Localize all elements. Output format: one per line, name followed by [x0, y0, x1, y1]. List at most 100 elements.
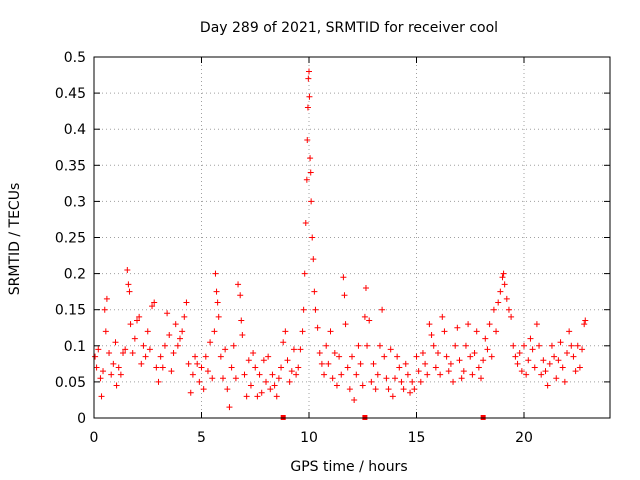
data-point: [204, 368, 211, 375]
data-point: [521, 342, 527, 349]
data-point: [450, 378, 457, 385]
data-point: [495, 299, 502, 306]
data-point: [536, 342, 543, 349]
data-point: [398, 378, 405, 385]
data-point: [122, 346, 129, 353]
data-point: [153, 364, 160, 371]
data-point: [144, 328, 151, 335]
data-point: [260, 357, 267, 364]
data-point: [151, 299, 158, 306]
data-point: [413, 353, 420, 360]
data-point: [256, 371, 263, 378]
data-point: [129, 350, 136, 357]
plot-frame: [93, 56, 611, 419]
data-point: [447, 360, 454, 367]
data-point: [300, 306, 307, 313]
y-tick-label: 0.05: [55, 375, 86, 391]
data-point: [102, 328, 109, 335]
data-point: [557, 339, 564, 346]
data-point: [323, 342, 330, 349]
data-point: [299, 328, 306, 335]
data-point: [372, 386, 379, 393]
data-point: [548, 342, 555, 349]
data-point: [305, 75, 312, 82]
data-point: [396, 364, 403, 371]
data-point: [247, 382, 254, 389]
data-point: [278, 364, 285, 371]
data-point: [316, 350, 323, 357]
data-point: [304, 104, 311, 111]
data-point: [366, 317, 373, 324]
data-point: [426, 321, 433, 328]
data-point: [295, 364, 302, 371]
data-point: [576, 364, 583, 371]
data-point: [553, 375, 560, 382]
data-point: [355, 342, 362, 349]
data-point: [112, 339, 119, 346]
data-point: [275, 375, 282, 382]
data-point: [207, 339, 214, 346]
data-point: [400, 386, 407, 393]
data-point: [321, 371, 328, 378]
data-point: [138, 360, 145, 367]
data-point: [168, 368, 175, 375]
data-point: [422, 360, 429, 367]
data-point: [325, 360, 332, 367]
data-point: [95, 346, 102, 353]
data-point: [304, 137, 311, 144]
data-point: [435, 350, 441, 357]
data-point: [331, 350, 338, 357]
data-point: [282, 328, 289, 335]
data-point: [301, 270, 308, 277]
data-point: [407, 389, 414, 396]
data-point: [174, 342, 181, 349]
data-point: [546, 360, 553, 367]
data-point: [149, 303, 156, 310]
data-point: [460, 368, 467, 375]
y-tick-label: 0.25: [55, 231, 86, 247]
data-point: [93, 364, 100, 371]
data-point: [241, 371, 248, 378]
chart-title: Day 289 of 2021, SRMTID for receiver coo…: [200, 20, 498, 36]
data-point: [209, 375, 216, 382]
data-point: [467, 353, 474, 360]
data-point: [213, 288, 220, 295]
data-point: [499, 274, 506, 281]
data-point: [110, 360, 117, 367]
data-point: [402, 360, 409, 367]
data-point: [179, 328, 186, 335]
y-tick-label: 0: [77, 411, 86, 427]
data-point: [364, 342, 371, 349]
data-point: [566, 328, 573, 335]
data-point: [559, 364, 566, 371]
data-point: [404, 371, 411, 378]
data-point: [164, 310, 171, 317]
data-point: [134, 317, 140, 324]
y-tick-label: 0.3: [64, 194, 86, 210]
data-point: [161, 342, 168, 349]
data-point: [310, 256, 317, 263]
data-point: [140, 342, 147, 349]
x-tick-label: 10: [300, 430, 318, 446]
data-point: [293, 371, 300, 378]
data-point: [533, 321, 540, 328]
data-point: [252, 364, 259, 371]
data-point: [514, 360, 521, 367]
data-point: [462, 342, 469, 349]
data-point: [185, 360, 192, 367]
data-point: [424, 371, 431, 378]
data-point: [340, 274, 347, 281]
data-point: [478, 375, 484, 382]
data-point: [214, 299, 221, 306]
data-point: [353, 371, 360, 378]
data-point: [362, 285, 369, 292]
data-point: [445, 368, 452, 375]
x-tick-label: 15: [408, 430, 426, 446]
data-point: [342, 321, 349, 328]
data-point: [516, 350, 523, 357]
data-point: [124, 266, 131, 273]
data-point: [211, 328, 218, 335]
data-point: [284, 357, 291, 364]
data-point: [98, 393, 105, 400]
